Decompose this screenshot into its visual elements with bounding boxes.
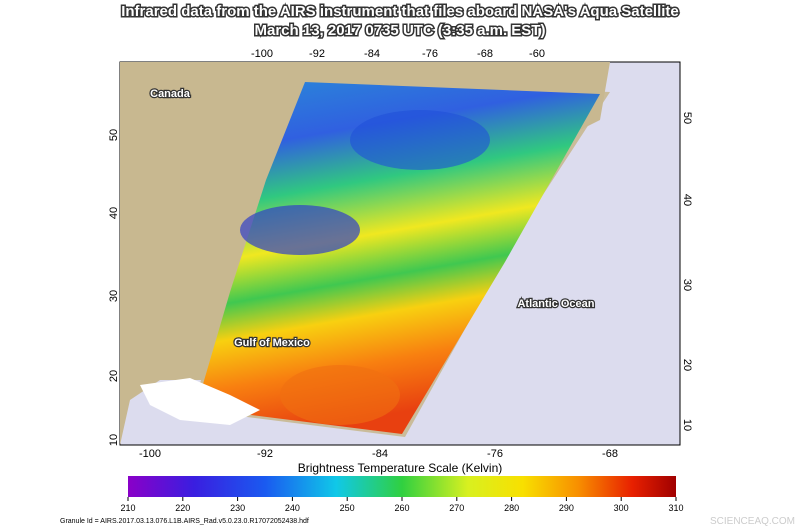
title: Infrared data from the AIRS instrument t… bbox=[121, 3, 679, 20]
lon-label: -100 bbox=[139, 448, 161, 460]
warm-area bbox=[280, 365, 400, 425]
colorbar-tick-label: 310 bbox=[668, 503, 683, 513]
colorbar-tick-label: 220 bbox=[175, 503, 190, 513]
colorbar-tick-label: 280 bbox=[504, 503, 519, 513]
swath bbox=[196, 82, 600, 434]
lon-label: -76 bbox=[487, 448, 503, 460]
lat-label: 50 bbox=[108, 129, 120, 141]
lon-label: -100 bbox=[251, 48, 273, 60]
lon-label: -68 bbox=[477, 48, 493, 60]
lon-label: -84 bbox=[364, 48, 380, 60]
inset bbox=[140, 378, 260, 425]
cloud bbox=[350, 110, 490, 170]
colorbar-tick-label: 240 bbox=[285, 503, 300, 513]
lat-label: 10 bbox=[681, 419, 693, 431]
lat-label: 20 bbox=[108, 370, 120, 382]
lat-label: 40 bbox=[681, 194, 693, 206]
lat-labels: 50 40 30 20 10 50 40 30 20 10 bbox=[108, 112, 693, 446]
lon-label: -60 bbox=[529, 48, 545, 60]
colorbar-tick-label: 260 bbox=[394, 503, 409, 513]
title: March 13, 2017 0735 UTC (3:35 a.m. EST) bbox=[255, 22, 546, 39]
colorbar-ticks: 210 220 230 240 250 260 270 280 290 300 310 bbox=[120, 497, 684, 513]
map bbox=[119, 61, 681, 446]
lat-label: 40 bbox=[108, 207, 120, 219]
lon-label: -68 bbox=[602, 448, 618, 460]
place-label: Atlantic Ocean bbox=[517, 298, 594, 310]
lat-label: 20 bbox=[681, 359, 693, 371]
lon-label: -92 bbox=[309, 48, 325, 60]
colorbar-tick-label: 300 bbox=[614, 503, 629, 513]
lat-label: 50 bbox=[681, 112, 693, 124]
colorbar-tick-label: 250 bbox=[340, 503, 355, 513]
place-label: Canada bbox=[150, 88, 191, 100]
granule-id: Granule Id = AIRS.2017.03.13.076.L1B.AIR… bbox=[60, 518, 309, 525]
lon-label: -92 bbox=[257, 448, 273, 460]
watermark: SCIENCEAQ.COM bbox=[710, 516, 795, 527]
colorbar-tick-label: 290 bbox=[559, 503, 574, 513]
colorbar-tick-label: 230 bbox=[230, 503, 245, 513]
colorbar-tick-label: 210 bbox=[120, 503, 135, 513]
cloud bbox=[240, 205, 360, 255]
lon-label: -84 bbox=[372, 448, 388, 460]
lat-label: 10 bbox=[108, 434, 120, 446]
lat-label: 30 bbox=[108, 290, 120, 302]
colorbar bbox=[128, 476, 676, 497]
colorbar-tick-label: 270 bbox=[449, 503, 464, 513]
lat-label: 30 bbox=[681, 279, 693, 291]
colorbar-title: Brightness Temperature Scale (Kelvin) bbox=[298, 461, 503, 475]
lon-labels: -100 -92 -84 -76 -68 -60 -100 -92 -84 -7… bbox=[139, 48, 618, 460]
place-label: Gulf of Mexico bbox=[234, 337, 310, 349]
lon-label: -76 bbox=[422, 48, 438, 60]
